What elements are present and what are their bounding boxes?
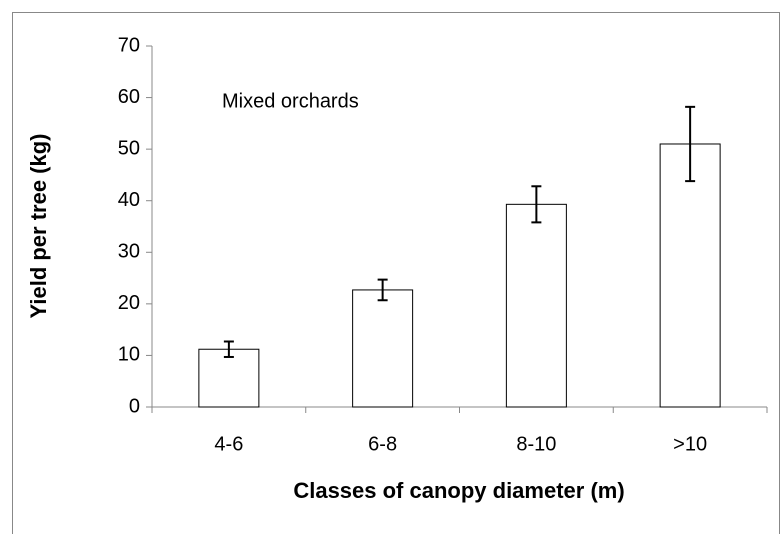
bar [198, 348, 260, 408]
y-tick-label: 20 [118, 292, 140, 314]
error-bar [223, 340, 234, 358]
y-axis-title: Yield per tree (kg) [26, 133, 51, 318]
bar [505, 203, 567, 408]
y-tick-label: 50 [118, 137, 140, 159]
bar [352, 289, 414, 408]
y-tick-label: 10 [118, 344, 140, 366]
error-bar [531, 185, 542, 224]
x-tick-label: 6-8 [368, 433, 397, 455]
x-tick-label: 4-6 [214, 433, 243, 455]
y-tick-label: 0 [129, 395, 140, 417]
y-tick-label: 40 [118, 189, 140, 211]
x-tick-label: >10 [673, 433, 707, 455]
y-tick-label: 70 [118, 34, 140, 56]
frame [12, 12, 780, 534]
y-tick-label: 60 [118, 86, 140, 108]
annotation: Mixed orchards [222, 90, 359, 112]
bar [659, 143, 721, 408]
error-bar [377, 278, 388, 302]
x-axis-title: Classes of canopy diameter (m) [293, 478, 624, 503]
x-tick-label: 8-10 [516, 433, 556, 455]
error-bar [685, 105, 696, 183]
y-tick-label: 30 [118, 241, 140, 263]
